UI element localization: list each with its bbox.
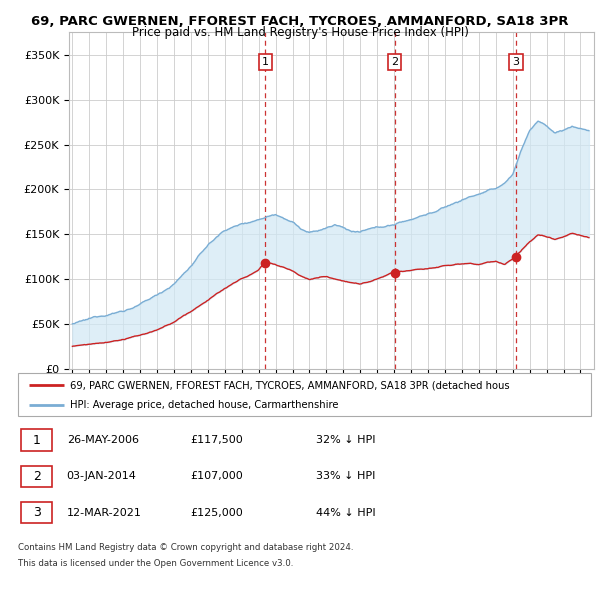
Text: 12-MAR-2021: 12-MAR-2021	[67, 508, 142, 518]
Text: 03-JAN-2014: 03-JAN-2014	[67, 471, 137, 481]
Text: 33% ↓ HPI: 33% ↓ HPI	[316, 471, 376, 481]
Bar	[21, 502, 52, 523]
Text: 69, PARC GWERNEN, FFOREST FACH, TYCROES, AMMANFORD, SA18 3PR (detached hous: 69, PARC GWERNEN, FFOREST FACH, TYCROES,…	[70, 381, 509, 391]
Text: 44% ↓ HPI: 44% ↓ HPI	[316, 508, 376, 518]
Text: 1: 1	[32, 434, 41, 447]
Text: £117,500: £117,500	[190, 435, 242, 445]
Text: Price paid vs. HM Land Registry's House Price Index (HPI): Price paid vs. HM Land Registry's House …	[131, 26, 469, 39]
Text: 3: 3	[32, 506, 41, 519]
Text: 69, PARC GWERNEN, FFOREST FACH, TYCROES, AMMANFORD, SA18 3PR: 69, PARC GWERNEN, FFOREST FACH, TYCROES,…	[31, 15, 569, 28]
Text: This data is licensed under the Open Government Licence v3.0.: This data is licensed under the Open Gov…	[18, 559, 293, 568]
Bar	[21, 466, 52, 487]
Text: £107,000: £107,000	[190, 471, 242, 481]
Text: 26-MAY-2006: 26-MAY-2006	[67, 435, 139, 445]
Text: £125,000: £125,000	[190, 508, 242, 518]
Text: 3: 3	[512, 57, 520, 67]
Text: 32% ↓ HPI: 32% ↓ HPI	[316, 435, 376, 445]
Text: 2: 2	[391, 57, 398, 67]
Text: HPI: Average price, detached house, Carmarthenshire: HPI: Average price, detached house, Carm…	[70, 401, 338, 410]
Text: 1: 1	[262, 57, 269, 67]
Bar	[21, 430, 52, 451]
Text: Contains HM Land Registry data © Crown copyright and database right 2024.: Contains HM Land Registry data © Crown c…	[18, 543, 353, 552]
Text: 2: 2	[32, 470, 41, 483]
